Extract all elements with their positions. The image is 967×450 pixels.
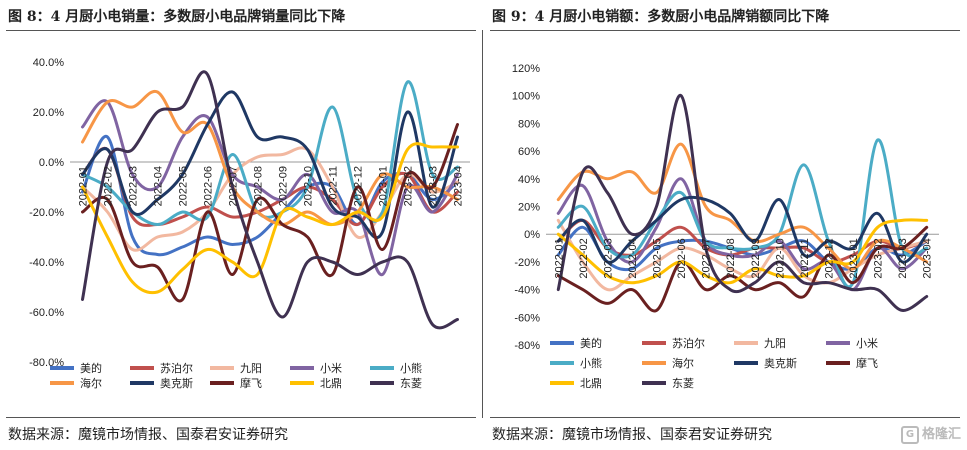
x-tick-label: 2022-10 [774, 238, 786, 278]
y-tick-label: 120% [512, 63, 540, 75]
legend-label: 北鼎 [580, 377, 602, 390]
x-tick-label: 2022-09 [750, 238, 762, 278]
x-tick-label: 2022-12 [353, 166, 365, 206]
series-line-摩飞 [81, 123, 459, 303]
series-line-九阳 [81, 146, 459, 252]
x-tick-label: 2023-01 [848, 238, 860, 278]
x-tick-label: 2022-02 [103, 166, 115, 206]
watermark-text: 格隆汇 [921, 427, 961, 442]
legend-label: 九阳 [764, 337, 786, 350]
legend-label: 摩飞 [240, 376, 262, 390]
legend-label: 小熊 [580, 356, 602, 370]
x-tick-label: 2023-02 [873, 238, 885, 278]
series-line-奥克斯 [556, 195, 929, 264]
y-tick-label: -60% [514, 312, 540, 324]
series-line-东菱 [556, 94, 929, 312]
series-line-东菱 [81, 70, 459, 330]
x-tick-label: 2022-06 [203, 166, 215, 206]
panel-divider [482, 30, 483, 418]
x-tick-label: 2022-08 [253, 166, 265, 206]
x-tick-label: 2023-03 [897, 238, 909, 278]
legend-label: 美的 [80, 361, 102, 375]
legend-label: 海尔 [80, 376, 102, 390]
watermark-logo-icon: G [900, 425, 919, 444]
y-tick-label: 20% [518, 202, 540, 214]
x-tick-label: 2022-08 [725, 238, 737, 278]
x-tick-label: 2023-04 [922, 238, 934, 278]
x-tick-label: 2022-01 [553, 238, 565, 278]
left-chart-title: 图 8：4 月厨小电销量：多数厨小电品牌销量同比下降 [8, 9, 346, 25]
series-line-北鼎 [556, 218, 929, 285]
right-data-source: 数据来源：魔镜市场情报、国泰君安证券研究 [492, 427, 772, 443]
series-line-北鼎 [81, 142, 459, 295]
x-tick-label: 2022-03 [128, 166, 140, 206]
x-tick-label: 2022-10 [303, 166, 315, 206]
legend-label: 摩飞 [856, 356, 878, 370]
y-tick-label: 60% [518, 146, 540, 158]
series-line-海尔 [556, 142, 929, 271]
legend-label: 东菱 [672, 377, 694, 390]
sales-volume-chart: -80.0%-60.0%-40.0%-20.0%0.0%20.0%40.0%20… [29, 57, 470, 390]
watermark: G 格隆汇 [900, 423, 961, 444]
y-tick-label: -80% [514, 340, 540, 352]
y-tick-label: 40.0% [33, 57, 64, 69]
legend-label: 九阳 [240, 362, 262, 375]
x-tick-label: 2023-01 [378, 166, 390, 206]
y-tick-label: -20.0% [29, 207, 64, 219]
legend-label: 海尔 [672, 356, 694, 370]
right-source-rule [490, 417, 960, 418]
x-tick-label: 2023-04 [453, 166, 465, 206]
x-tick-label: 2022-12 [823, 238, 835, 278]
legend-label: 美的 [580, 336, 602, 350]
legend-label: 苏泊尔 [160, 362, 193, 375]
series-line-奥克斯 [81, 90, 459, 240]
x-tick-label: 2022-05 [178, 166, 190, 206]
left-source-rule [6, 417, 476, 418]
legend-label: 小熊 [400, 361, 422, 375]
x-tick-label: 2022-02 [578, 238, 590, 278]
legend-label: 小米 [856, 337, 878, 350]
x-tick-label: 2023-02 [403, 166, 415, 206]
x-tick-label: 2022-09 [278, 166, 290, 206]
x-tick-label: 2022-06 [676, 238, 688, 278]
series-line-小熊 [556, 138, 929, 288]
x-tick-label: 2022-04 [627, 238, 639, 278]
y-tick-label: 40% [518, 174, 540, 186]
right-chart-title: 图 9：4 月厨小电销额：多数厨小电品牌销额同比下降 [492, 9, 830, 25]
y-tick-label: -60.0% [29, 307, 64, 319]
x-tick-label: 2023-03 [428, 166, 440, 206]
y-tick-label: 0% [524, 229, 540, 241]
series-line-小米 [81, 99, 459, 277]
y-tick-label: 100% [512, 91, 540, 103]
x-tick-label: 2022-07 [228, 166, 240, 206]
y-tick-label: 80% [518, 118, 540, 130]
x-tick-label: 2022-07 [701, 238, 713, 278]
right-title-rule [490, 30, 960, 31]
x-tick-label: 2022-11 [799, 238, 811, 278]
series-line-摩飞 [556, 225, 929, 313]
legend-label: 小米 [320, 362, 342, 375]
x-tick-label: 2022-05 [652, 238, 664, 278]
y-tick-label: 20.0% [33, 107, 64, 119]
y-tick-label: -40% [514, 285, 540, 297]
left-title-rule [6, 30, 476, 31]
x-tick-label: 2022-11 [328, 166, 340, 206]
y-tick-label: -20% [514, 257, 540, 269]
x-tick-label: 2022-04 [153, 166, 165, 206]
y-tick-label: 0.0% [39, 157, 64, 169]
y-tick-label: -40.0% [29, 257, 64, 269]
legend-label: 东菱 [400, 377, 422, 390]
legend-label: 奥克斯 [160, 376, 193, 390]
left-data-source: 数据来源：魔镜市场情报、国泰君安证券研究 [8, 427, 288, 443]
x-tick-label: 2022-01 [78, 166, 90, 206]
sales-value-chart: -80% -60% -40% -20% 0% 20% 40% 60% 80% 100% 120% 20… [512, 63, 939, 390]
legend-label: 苏泊尔 [672, 337, 705, 350]
legend-label: 北鼎 [320, 377, 342, 390]
legend-label: 奥克斯 [764, 356, 797, 370]
x-tick-label: 2022-03 [602, 238, 614, 278]
